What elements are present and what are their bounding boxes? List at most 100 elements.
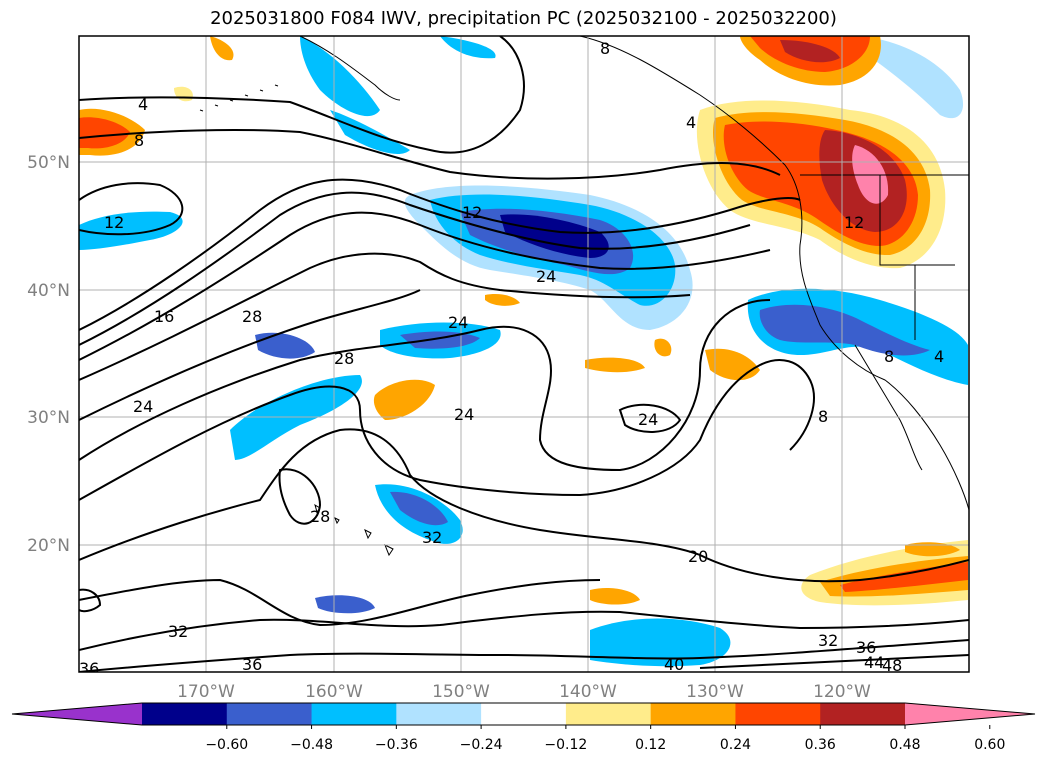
contour-label: 32 <box>168 622 188 641</box>
contour-label: 24 <box>448 313 468 332</box>
colorbar-segment <box>735 703 821 725</box>
map-frame <box>78 35 970 673</box>
contour-label: 8 <box>134 131 144 150</box>
colorbar-segment <box>481 703 567 725</box>
iwv-contour <box>79 359 815 501</box>
colorbar-outline <box>11 702 1036 726</box>
iwv-contour <box>79 639 969 672</box>
colorbar-segment <box>226 703 313 725</box>
iwv-contour <box>79 588 102 613</box>
precip-positive-region <box>210 36 234 61</box>
colorbar-tick-label: 0.12 <box>635 737 666 753</box>
contour-label: 8 <box>600 39 610 58</box>
contour-label: 24 <box>133 397 153 416</box>
colorbar-tick-label: 0.60 <box>974 737 1005 753</box>
contour-label: 8 <box>818 407 828 426</box>
iwv-contour <box>79 289 421 421</box>
iwv-contours <box>79 36 969 672</box>
baja-coast <box>854 344 923 471</box>
colorbar-tick-label: 0.36 <box>805 737 836 753</box>
map-panel: 4 8 12 16 28 24 28 24 12 24 24 8 4 12 8 … <box>79 36 969 678</box>
colorbar-segment <box>650 703 736 725</box>
north-america-coast <box>579 36 969 511</box>
latitude-labels: 50°N 40°N 30°N 20°N <box>27 153 70 556</box>
colorbar-tick-label: 0.24 <box>720 737 751 753</box>
contour-label: 4 <box>686 113 696 132</box>
contour-label: 4 <box>138 95 148 114</box>
precip-negative-region <box>860 36 964 119</box>
contour-label: 44 <box>864 653 884 672</box>
lon-label: 140°W <box>559 682 617 702</box>
precip-negative-region <box>590 618 731 667</box>
contour-label: 28 <box>334 349 354 368</box>
contour-label: 28 <box>310 507 330 526</box>
lat-label: 30°N <box>27 408 70 428</box>
precip-positive-region <box>905 542 960 557</box>
us-border <box>800 174 969 340</box>
precip-negative-region <box>255 332 315 359</box>
colorbar-segment <box>565 703 652 725</box>
precip-positive-region <box>654 338 672 357</box>
precip-positive-region <box>852 145 889 204</box>
iwv-contour <box>79 610 969 651</box>
lon-label: 170°W <box>177 682 235 702</box>
iwv-contour <box>79 252 691 381</box>
contour-label: 16 <box>154 307 174 326</box>
contour-label: 24 <box>536 267 556 286</box>
contour-label: 32 <box>818 631 838 650</box>
iwv-contour <box>79 211 771 361</box>
contour-label: 40 <box>664 655 684 674</box>
iwv-contour <box>79 191 751 346</box>
contour-label: 36 <box>856 638 876 657</box>
contour-label: 36 <box>79 659 99 678</box>
precip-positive-region <box>585 357 645 373</box>
colorbar-tick-label: −0.12 <box>544 737 587 753</box>
colorbar-tick-label: −0.60 <box>205 737 248 753</box>
contour-label: 12 <box>104 213 124 232</box>
precip-negative-region <box>500 214 609 258</box>
colorbar-tick-label: −0.36 <box>375 737 418 753</box>
contour-label: 24 <box>454 405 474 424</box>
lat-label: 20°N <box>27 536 70 556</box>
iwv-contour <box>79 578 601 627</box>
precip-positive-region <box>373 379 435 420</box>
iwv-contour <box>79 428 969 583</box>
precip-positive-region <box>780 40 840 63</box>
contour-label: 24 <box>638 410 658 429</box>
precip-negative-region <box>300 36 380 117</box>
precip-negative-region <box>315 595 375 614</box>
lon-label: 160°W <box>305 682 363 702</box>
contour-label: 12 <box>462 203 482 222</box>
precip-negative-region <box>759 304 930 356</box>
contour-label: 20 <box>688 547 708 566</box>
contour-label: 4 <box>934 347 944 366</box>
aleutian-islands <box>199 84 279 112</box>
contour-label: 12 <box>844 213 864 232</box>
contour-label: 48 <box>882 656 902 675</box>
iwv-contour <box>79 36 525 154</box>
iwv-contour <box>79 178 801 331</box>
contour-label: 36 <box>242 655 262 674</box>
alaska-peninsula <box>299 36 401 101</box>
precip-positive-region <box>485 293 520 306</box>
precip-negative-region <box>400 331 480 349</box>
contour-label: 28 <box>242 307 262 326</box>
contour-label: 8 <box>884 347 894 366</box>
iwv-contour <box>618 403 682 433</box>
colorbar-extend-low <box>12 703 142 725</box>
precip-negative-region <box>79 211 183 250</box>
contour-label: 32 <box>422 528 442 547</box>
iwv-contour <box>699 654 969 669</box>
colorbar-segment <box>396 703 482 725</box>
longitude-labels: 170°W 160°W 150°W 140°W 130°W 120°W <box>177 682 871 702</box>
precip-positive-region <box>79 117 130 149</box>
colorbar-segment <box>820 703 906 725</box>
colorbar-tick-label: 0.48 <box>889 737 920 753</box>
colorbar: −0.60 −0.48 −0.36 −0.24 −0.12 0.12 0.24 0.36 0.4… <box>11 702 1036 753</box>
colorbar-segment <box>311 703 397 725</box>
map-title: 2025031800 F084 IWV, precipitation PC (2… <box>210 8 837 29</box>
precip-positive-region <box>840 562 968 592</box>
iwv-contour <box>278 468 322 525</box>
iwv-contour <box>79 182 184 236</box>
